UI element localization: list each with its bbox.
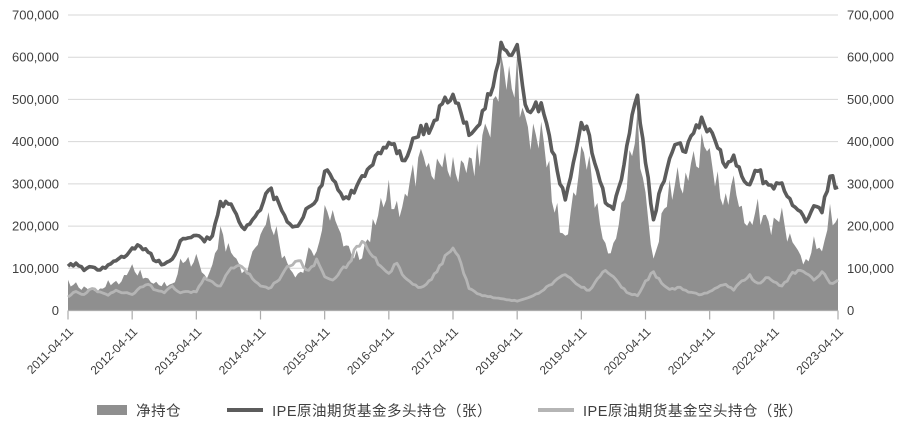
y-axis-label-right: 100,000 [847,261,894,276]
x-tick-label: 2015-04-11 [280,324,333,377]
x-tick-label: 2014-04-11 [216,324,269,377]
legend-item-long-positions: IPE原油期货基金多头持仓（张） [227,400,492,421]
legend-label: IPE原油期货基金空头持仓（张） [583,403,803,420]
y-axis-label-left: 0 [52,303,59,318]
x-tick-label: 2021-04-11 [665,324,718,377]
y-axis-label-left: 700,000 [12,8,59,23]
legend-label: IPE原油期货基金多头持仓（张） [272,403,492,420]
x-tick-label: 2016-04-11 [344,324,397,377]
y-axis-label-right: 200,000 [847,219,894,234]
long-positions-swatch-icon [227,408,264,412]
short-positions-swatch-icon [538,408,574,412]
legend-item-net-position: 净持仓 [97,400,181,421]
y-axis-label-right: 700,000 [847,8,894,23]
y-axis-label-left: 600,000 [12,50,59,65]
x-tick-label: 2018-04-11 [473,324,526,377]
x-tick-label: 2012-04-11 [88,324,141,377]
y-axis-label-left: 400,000 [12,134,59,149]
y-axis-label-right: 0 [847,303,854,318]
y-axis-label-left: 500,000 [12,92,59,107]
y-axis-label-right: 500,000 [847,92,894,107]
net-position-swatch-icon [97,405,128,415]
line-long-positions [66,40,839,273]
x-tick-label: 2019-04-11 [537,324,590,377]
chart-legend: 净持仓 IPE原油期货基金多头持仓（张） IPE原油期货基金空头持仓（张） [0,397,900,423]
y-axis-label-left: 200,000 [12,219,59,234]
area-net-position [68,53,838,311]
x-tick-label: 2022-04-11 [729,324,782,377]
y-axis-label-right: 600,000 [847,50,894,65]
legend-label: 净持仓 [136,403,182,420]
y-axis-label-left: 300,000 [12,176,59,191]
x-tick-label: 2011-04-11 [24,324,76,376]
y-axis-label-right: 400,000 [847,134,894,149]
x-tick-label: 2020-04-11 [601,324,654,377]
y-axis-label-left: 100,000 [12,261,59,276]
x-tick-label: 2023-04-11 [793,324,846,377]
x-tick-label: 2017-04-11 [408,324,461,377]
x-tick-label: 2013-04-11 [152,324,205,377]
y-axis-label-right: 300,000 [847,176,894,191]
line-short-positions [67,239,839,303]
legend-item-short-positions: IPE原油期货基金空头持仓（张） [538,400,803,421]
